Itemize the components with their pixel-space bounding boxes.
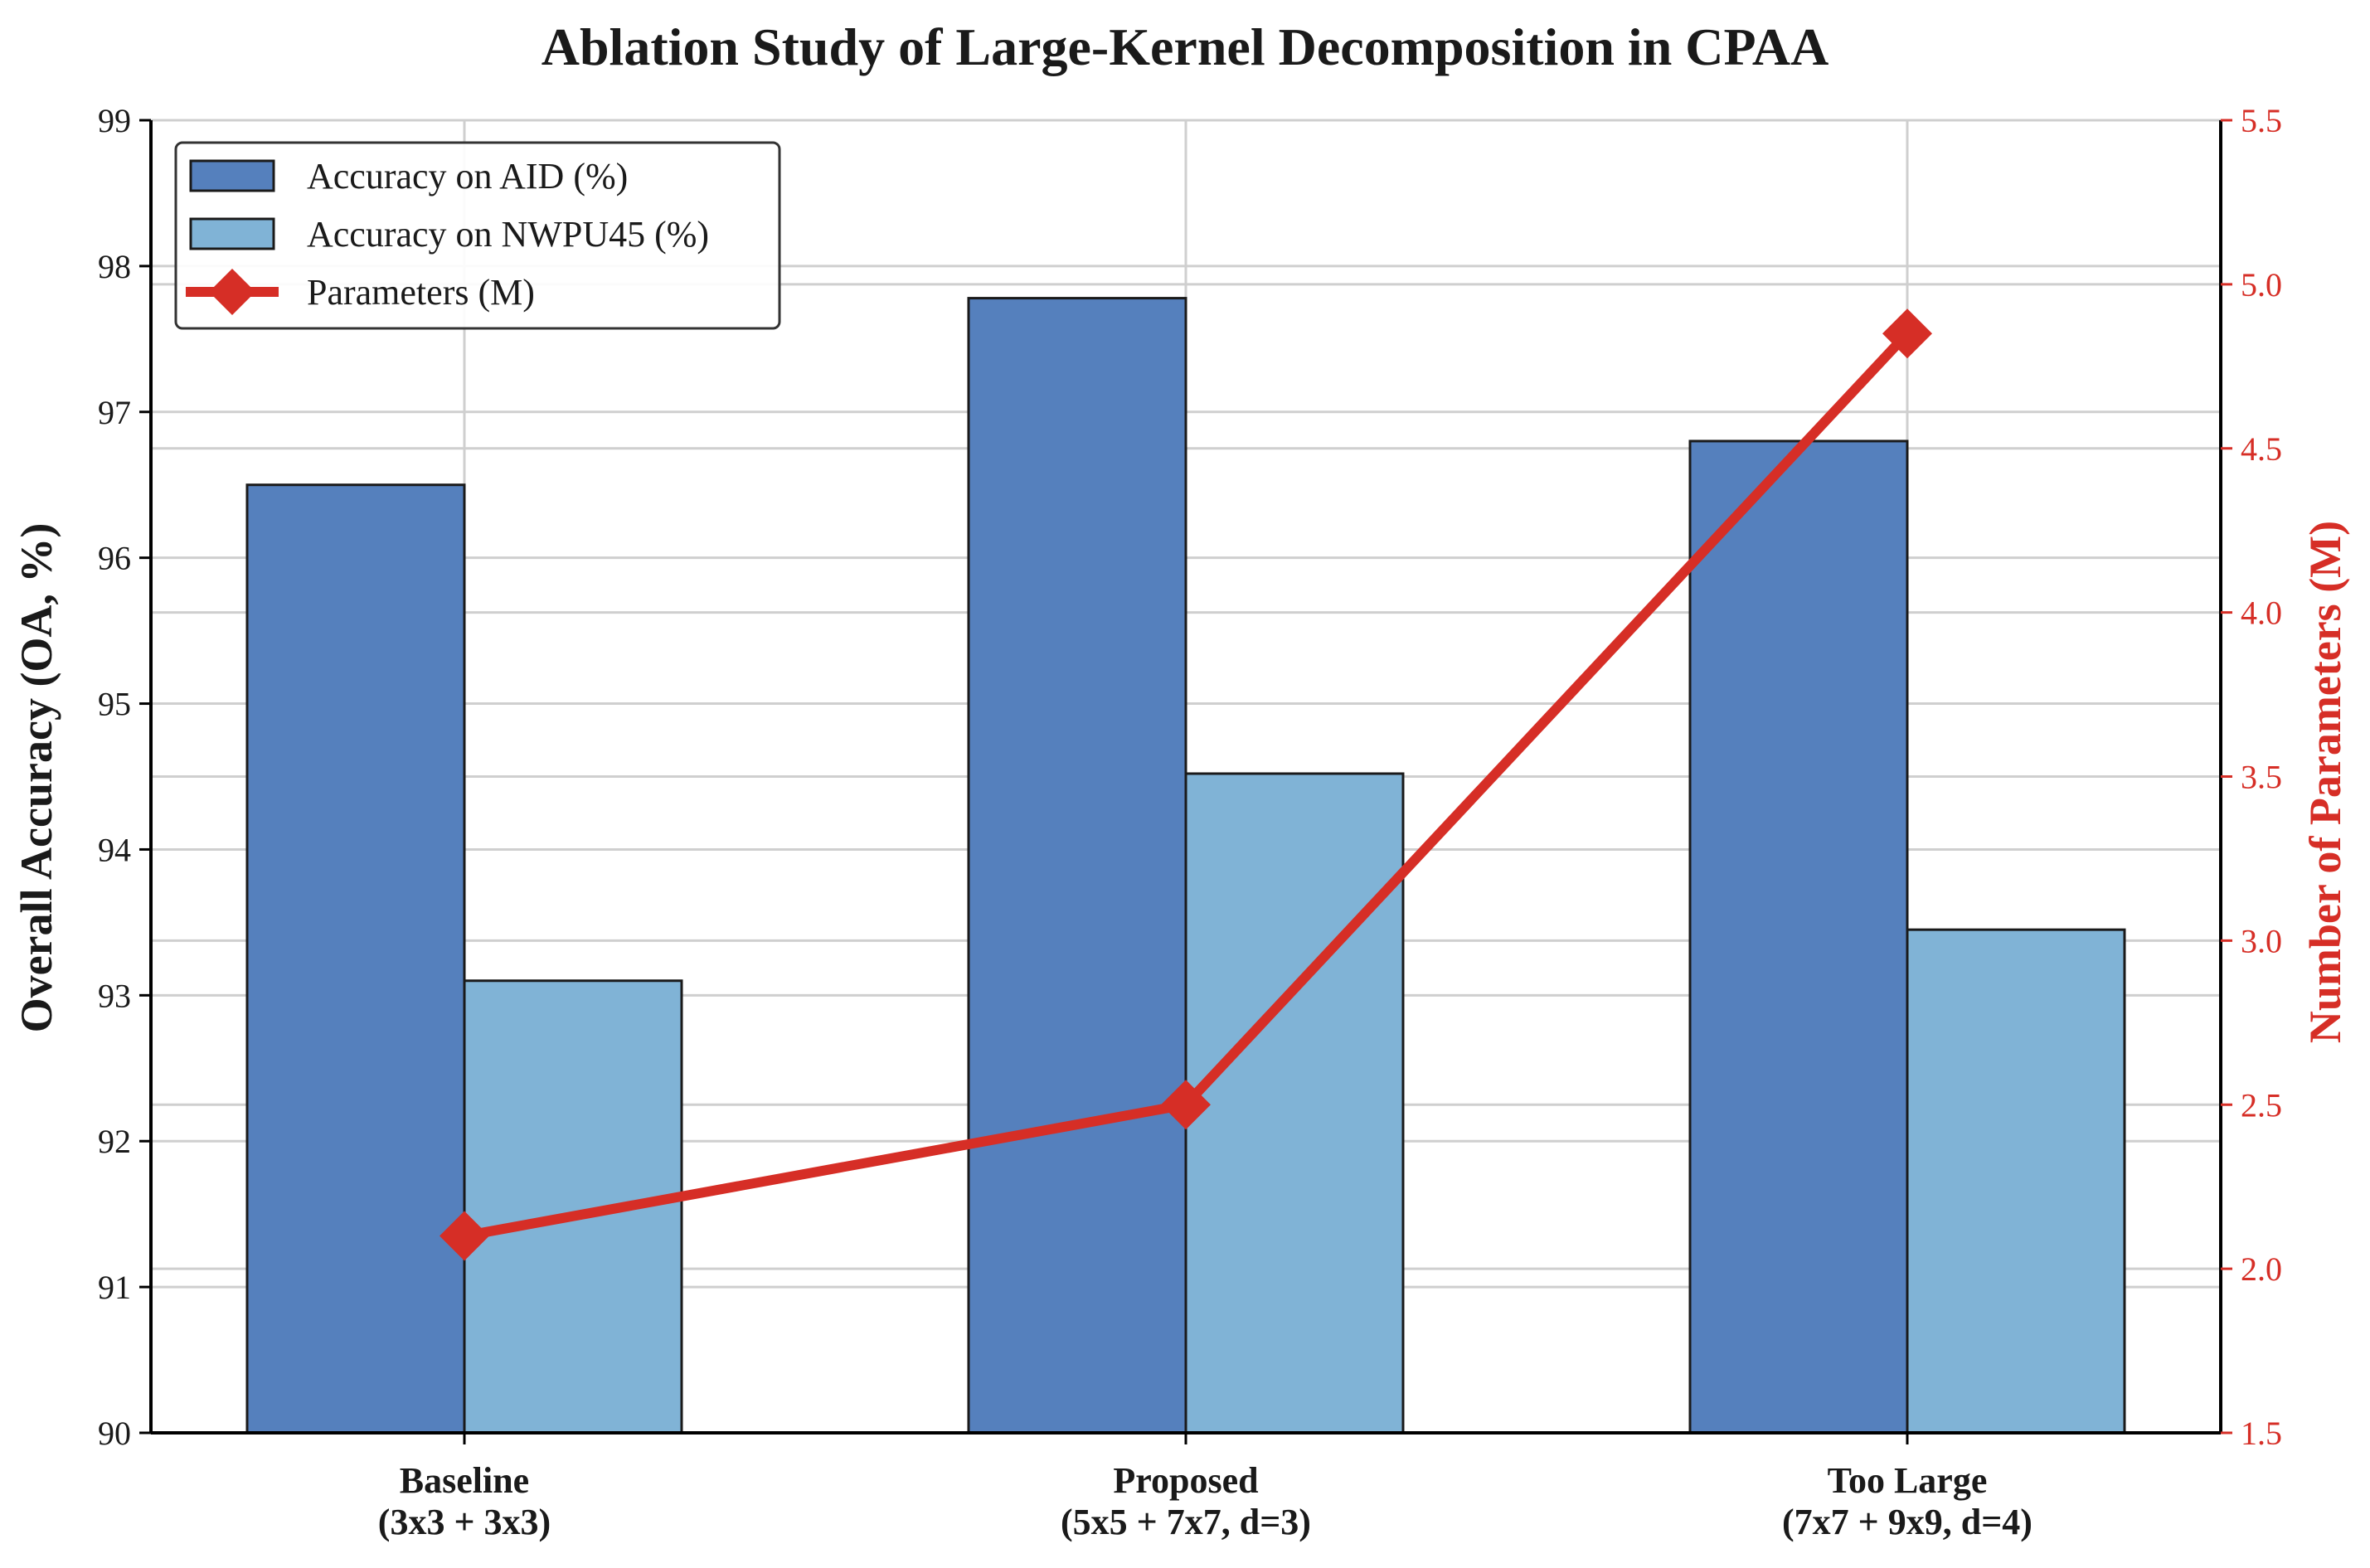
right-tick-label-3: 3.0 bbox=[2241, 922, 2282, 959]
right-tick-label-6: 4.5 bbox=[2241, 430, 2282, 468]
bars bbox=[245, 297, 2126, 1435]
x-tick-label-1-0: Proposed bbox=[1113, 1460, 1258, 1501]
chart-title: Ablation Study of Large-Kernel Decomposi… bbox=[542, 17, 1829, 76]
legend-swatch-0 bbox=[189, 159, 275, 192]
left-tick-label-0: 90 bbox=[98, 1415, 131, 1452]
legend-swatch-1 bbox=[189, 217, 275, 250]
left-tick-label-9: 99 bbox=[98, 102, 131, 139]
left-tick-label-1: 91 bbox=[98, 1269, 131, 1306]
x-tick-label-0-0: Baseline bbox=[400, 1460, 529, 1501]
left-tick-label-5: 95 bbox=[98, 686, 131, 723]
bar-nwpu45-1 bbox=[1184, 772, 1405, 1435]
right-tick-label-5: 4.0 bbox=[2241, 595, 2282, 632]
parameters-marker-0 bbox=[440, 1211, 489, 1261]
legend-label-0: Accuracy on AID (%) bbox=[307, 156, 628, 197]
ticks: 90 91 92 93 94 95 96 97 98 99 1.5 2.0 2.5 3.0 3.5 4.0 4.… bbox=[98, 102, 2282, 1542]
right-tick-label-0: 1.5 bbox=[2241, 1415, 2282, 1452]
x-tick-label-2-0: Too Large bbox=[1828, 1460, 1988, 1501]
right-tick-label-7: 5.0 bbox=[2241, 266, 2282, 303]
left-tick-label-2: 92 bbox=[98, 1123, 131, 1160]
right-tick-label-4: 3.5 bbox=[2241, 759, 2282, 796]
parameters-marker-1 bbox=[1161, 1080, 1211, 1130]
bar-nwpu45-2 bbox=[1906, 928, 2126, 1435]
y-axis-label-left: Overall Accuracy (OA, %) bbox=[12, 523, 61, 1033]
bar-aid-0 bbox=[245, 483, 466, 1435]
right-tick-label-2: 2.5 bbox=[2241, 1086, 2282, 1124]
bar-aid-2 bbox=[1688, 439, 1909, 1435]
bar-aid-1 bbox=[967, 297, 1187, 1435]
left-tick-label-7: 97 bbox=[98, 394, 131, 431]
y-axis-label-right: Number of Parameters (M) bbox=[2300, 521, 2350, 1043]
left-tick-label-3: 93 bbox=[98, 977, 131, 1014]
legend-label-1: Accuracy on NWPU45 (%) bbox=[307, 214, 709, 255]
x-tick-label-1-1: (5x5 + 7x7, d=3) bbox=[1061, 1502, 1311, 1542]
x-tick-label-0-1: (3x3 + 3x3) bbox=[378, 1502, 551, 1542]
legend: Accuracy on AID (%) Accuracy on NWPU45 (%… bbox=[174, 141, 781, 330]
left-tick-label-8: 98 bbox=[98, 248, 131, 285]
x-tick-label-2-1: (7x7 + 9x9, d=4) bbox=[1782, 1502, 2032, 1542]
right-tick-label-1: 2.0 bbox=[2241, 1250, 2282, 1288]
left-tick-label-6: 96 bbox=[98, 540, 131, 577]
parameter-line bbox=[440, 308, 1932, 1261]
right-tick-label-8: 5.5 bbox=[2241, 102, 2282, 139]
left-tick-label-4: 94 bbox=[98, 831, 131, 868]
legend-swatch-marker-2 bbox=[209, 269, 255, 315]
parameters-marker-2 bbox=[1882, 308, 1932, 359]
legend-label-2: Parameters (M) bbox=[307, 272, 535, 313]
legend-box bbox=[174, 141, 781, 330]
